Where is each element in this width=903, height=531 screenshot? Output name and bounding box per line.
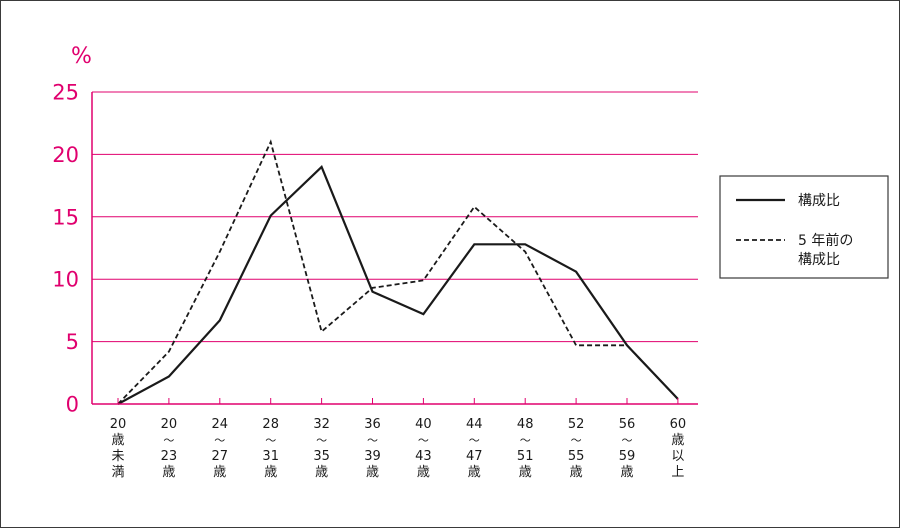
y-tick-label: 20: [52, 143, 79, 167]
gridlines: [92, 91, 698, 343]
legend-box: [719, 175, 889, 279]
x-tick-label: 28 〜 31 歳: [262, 417, 279, 480]
x-tick-label: 44 〜 47 歳: [466, 417, 483, 480]
x-tick-label: 56 〜 59 歳: [619, 417, 636, 480]
legend-label-2: 5 年前の構成比: [798, 232, 853, 268]
x-tick-label: 32 〜 35 歳: [313, 417, 330, 480]
x-tick-label: 36 〜 39 歳: [364, 417, 381, 480]
y-tick-label: 5: [66, 330, 79, 354]
x-tick-label: 24 〜 27 歳: [212, 417, 229, 480]
axes: [91, 92, 698, 405]
y-tick-labels: 0 5 10 15 20 25: [52, 81, 79, 417]
legend-label-1: 構成比: [798, 193, 840, 209]
y-tick-label: 10: [52, 268, 79, 292]
legend: 構成比 5 年前の構成比: [719, 175, 889, 279]
x-tick-label: 20 歳未満: [110, 417, 127, 480]
y-unit-label: %: [71, 44, 92, 69]
y-tick-label: 15: [52, 205, 79, 229]
series-lines: [117, 139, 679, 405]
x-tick-label: 60 歳以上: [670, 417, 687, 480]
y-tick-label: 0: [66, 393, 79, 417]
x-tick-label: 52 〜 55 歳: [568, 417, 585, 480]
x-tick-labels: 20 歳未満 20 〜 23 歳 24 〜 27 歳 28 〜 31 歳 32 〜 35 歳 36 〜 39 歳 40 〜 43…: [110, 417, 686, 480]
y-tick-label: 25: [52, 81, 79, 105]
x-tick-label: 20 〜 23 歳: [161, 417, 178, 480]
x-tick-label: 48 〜 51 歳: [517, 417, 534, 480]
series-line-1: [117, 164, 679, 405]
x-tick-label: 40 〜 43 歳: [415, 417, 432, 480]
series-line-2: [117, 139, 679, 405]
